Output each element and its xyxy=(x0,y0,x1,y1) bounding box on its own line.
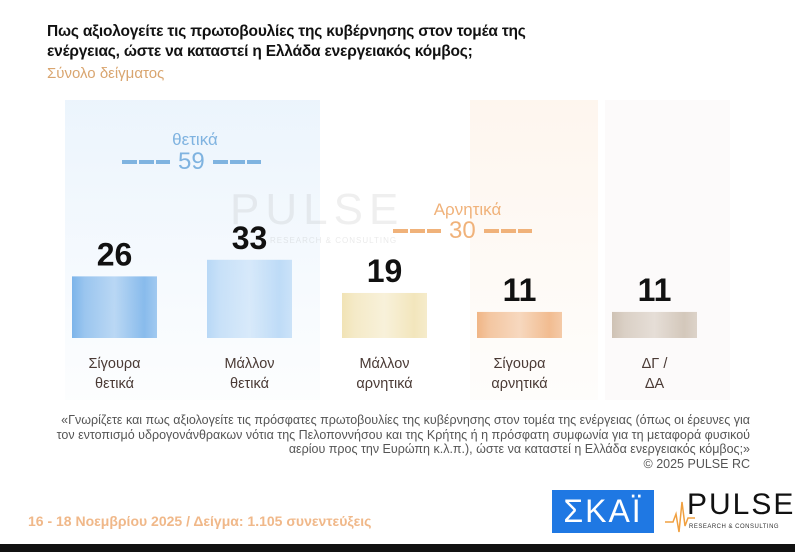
dk-background xyxy=(605,100,730,400)
negative-total-value: 30 xyxy=(449,217,476,244)
skai-logo: ΣΚΑΪ xyxy=(552,490,654,533)
pulse-logo-text: PULSE xyxy=(687,488,795,521)
chart-title: Πως αξιολογείτε τις πρωτοβουλίες της κυβ… xyxy=(47,23,526,60)
value-label: 11 xyxy=(638,272,672,308)
category-label-line: αρνητικά xyxy=(356,376,413,392)
category-label-line: ΔΓ / xyxy=(641,356,668,372)
bar-1 xyxy=(207,259,292,338)
positive-group-total: 59 xyxy=(122,148,261,176)
pulse-watermark-sub: RESEARCH & CONSULTING xyxy=(270,236,398,245)
pulse-logo: PULSE RESEARCH & CONSULTING xyxy=(665,488,793,536)
dash-right xyxy=(212,160,261,164)
category-label-line: ΔΑ xyxy=(644,376,665,392)
category-label: Μάλλον θετικά xyxy=(195,354,305,394)
category-label-line: Μάλλον xyxy=(359,356,410,372)
positive-background xyxy=(65,100,320,400)
category-label-line: Μάλλον xyxy=(224,356,275,372)
value-label: 26 xyxy=(97,236,133,272)
positive-group-label: θετικά xyxy=(172,130,218,149)
category-label: Μάλλον αρνητικά xyxy=(330,354,440,394)
category-label-line: Σίγουρα xyxy=(493,356,546,372)
question-note: «Γνωρίζετε και πως αξιολογείτε τις πρόσφ… xyxy=(50,413,750,471)
value-label: 33 xyxy=(232,220,268,256)
dash-left xyxy=(393,229,441,233)
skai-logo-text: ΣΚΑΪ xyxy=(563,493,643,529)
positive-total-value: 59 xyxy=(178,148,205,175)
question-text: «Γνωρίζετε και πως αξιολογείτε τις πρόσφ… xyxy=(56,413,750,456)
bar-0 xyxy=(72,276,157,338)
bar-2 xyxy=(342,292,427,338)
category-label-line: Σίγουρα xyxy=(88,356,141,372)
pulse-watermark: PULSE xyxy=(230,185,405,234)
pulse-wave-icon xyxy=(665,501,695,533)
copyright: © 2025 PULSE RC xyxy=(643,456,750,471)
value-label: 19 xyxy=(367,253,403,289)
category-label: ΔΓ / ΔΑ xyxy=(600,354,710,394)
negative-group-total: 30 xyxy=(393,217,532,245)
bar-4 xyxy=(612,311,697,338)
negative-group-label: Αρνητικά xyxy=(433,200,502,219)
chart-subtitle: Σύνολο δείγματος xyxy=(47,65,165,82)
footer-info: 16 - 18 Νοεμβρίου 2025 / Δείγμα: 1.105 σ… xyxy=(28,513,372,529)
category-label-line: θετικά xyxy=(230,376,269,392)
category-label-line: αρνητικά xyxy=(491,376,548,392)
bar-3 xyxy=(477,311,562,338)
pulse-logo-sub: RESEARCH & CONSULTING xyxy=(689,524,780,530)
dash-left xyxy=(122,160,170,164)
bottom-bar xyxy=(0,544,795,552)
negative-background xyxy=(470,100,598,400)
category-label-line: θετικά xyxy=(95,376,134,392)
category-label: Σίγουρα θετικά xyxy=(60,354,170,394)
category-label: Σίγουρα αρνητικά xyxy=(465,354,575,394)
dash-right xyxy=(483,229,532,233)
value-label: 11 xyxy=(503,272,537,308)
